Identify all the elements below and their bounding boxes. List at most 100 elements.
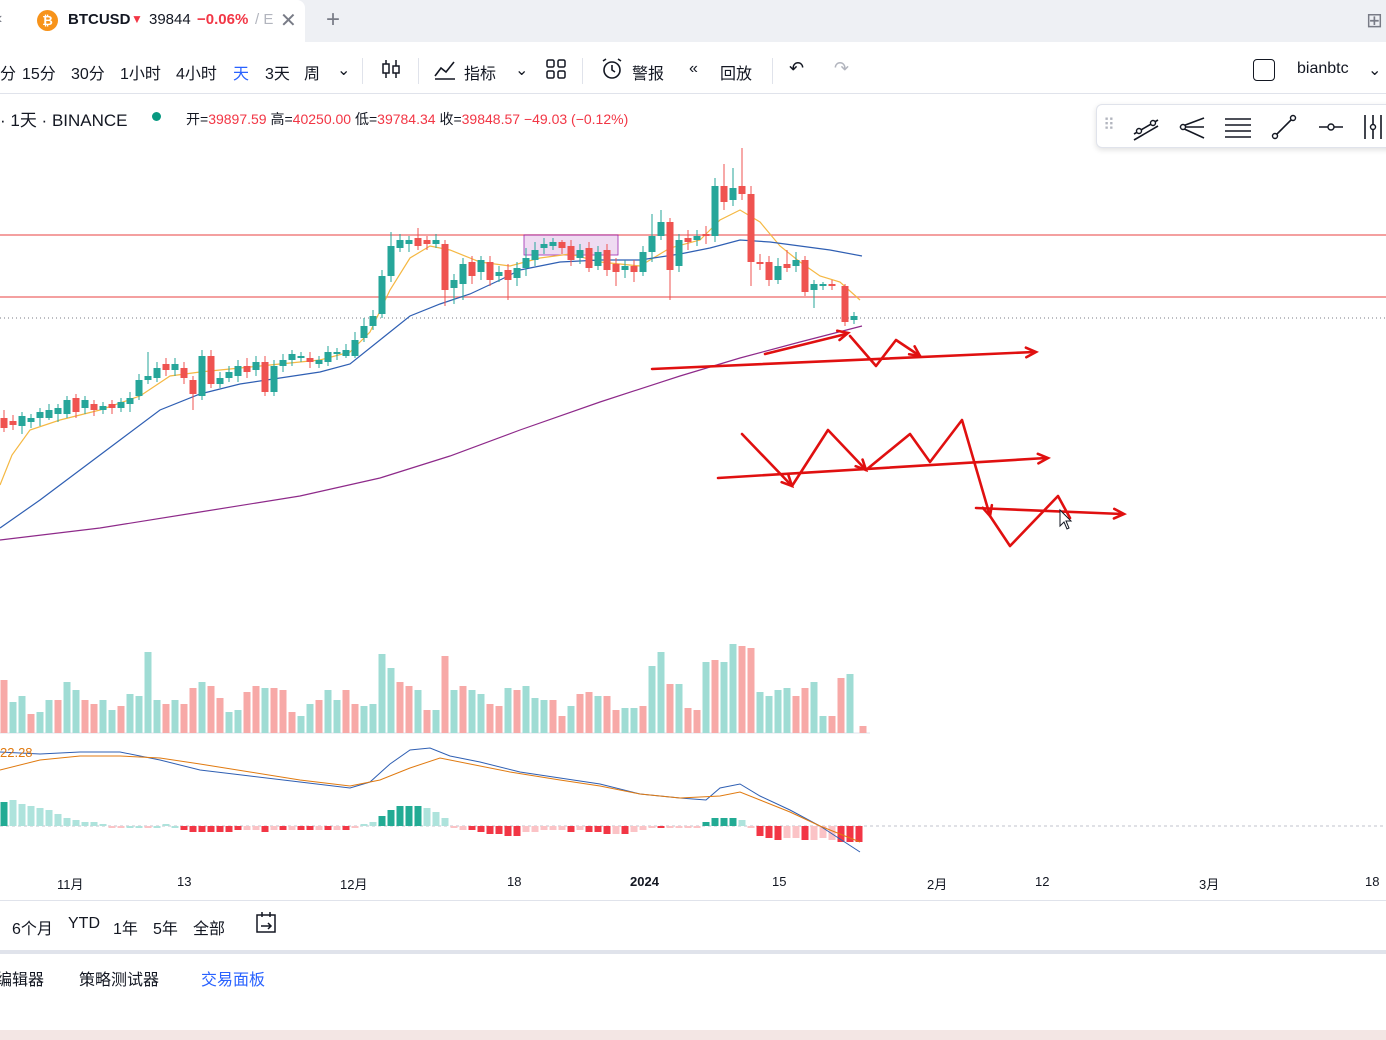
bitcoin-icon: ₿	[37, 10, 58, 31]
macd-histogram-bar	[225, 826, 233, 832]
volume-bar	[261, 688, 269, 733]
divider	[772, 58, 773, 84]
undo-icon[interactable]: ↶	[789, 58, 805, 78]
macd-histogram-bar	[576, 826, 584, 830]
fullscreen-icon[interactable]	[1253, 59, 1275, 81]
candle-up	[675, 240, 683, 266]
macd-histogram-bar	[810, 826, 818, 840]
chart-toolbar: 分 15分 30分 1小时 4小时 天 3天 周 ⌄ 指标 ⌄ 警报 « 回放 …	[0, 46, 1386, 94]
macd-histogram-bar	[747, 826, 755, 828]
low-label: 低=	[354, 111, 378, 127]
candles-chart-type-icon[interactable]	[380, 58, 402, 80]
layout-grid-icon[interactable]	[545, 58, 567, 80]
range-1y[interactable]: 1年	[113, 921, 138, 938]
macd-histogram-bar	[333, 826, 341, 830]
candle-up	[549, 242, 557, 246]
scroll-left-icon[interactable]: ‹	[0, 10, 2, 28]
volume-bar	[369, 704, 377, 733]
volume-bar	[504, 688, 512, 733]
interval-1d[interactable]: 天	[233, 66, 250, 83]
user-dropdown-icon[interactable]: ⌄	[1368, 62, 1382, 79]
macd-histogram-bar	[36, 808, 44, 826]
pitchfork-icon[interactable]	[1177, 112, 1207, 142]
candle-up	[621, 266, 629, 270]
volume-bar	[0, 680, 8, 733]
candle-down	[108, 404, 116, 408]
candle-up	[324, 352, 332, 362]
parallel-channel-icon[interactable]	[1131, 112, 1161, 142]
range-all[interactable]: 全部	[193, 921, 226, 938]
tab-pine-editor[interactable]: 编辑器	[0, 972, 45, 989]
candle-up	[792, 260, 800, 266]
volume-bar	[828, 716, 836, 733]
interval-4h[interactable]: 4小时	[176, 66, 217, 83]
volume-bar	[225, 712, 233, 733]
tab-symbol: BTCUSD	[68, 11, 131, 28]
arrow-head-icon	[907, 345, 923, 358]
indicators-button[interactable]: 指标	[464, 66, 497, 83]
macd-histogram-bar	[54, 814, 62, 826]
alerts-button[interactable]: 警报	[632, 66, 665, 83]
username[interactable]: bianbtc	[1297, 60, 1349, 77]
replay-icon[interactable]: «	[689, 60, 698, 77]
indicators-dropdown-icon[interactable]: ⌄	[515, 62, 529, 79]
interval-15m[interactable]: 15分	[22, 66, 56, 83]
candle-up	[459, 264, 467, 284]
candle-up	[252, 362, 260, 370]
candle-up	[711, 186, 719, 236]
indicators-icon[interactable]	[433, 58, 457, 80]
macd-histogram-bar	[540, 826, 548, 830]
volume-bar	[459, 686, 467, 733]
replay-button[interactable]: 回放	[720, 66, 753, 83]
drawing-toolbar: ⠿	[1096, 104, 1386, 148]
horizontal-ray-icon[interactable]	[1316, 112, 1346, 142]
range-6m[interactable]: 6个月	[12, 921, 53, 938]
macd-histogram-bar	[180, 826, 188, 830]
close-tab-icon[interactable]: ✕	[280, 10, 297, 32]
candle-up	[63, 400, 71, 414]
volume-bar	[594, 696, 602, 733]
volume-bar	[477, 694, 485, 733]
volume-bar	[531, 698, 539, 733]
candle-down	[423, 240, 431, 244]
volume-bar	[819, 716, 827, 733]
interval-dropdown-icon[interactable]: ⌄	[337, 62, 351, 79]
macd-histogram-bar	[612, 826, 620, 834]
interval-30m[interactable]: 30分	[71, 66, 105, 83]
tab-trading-panel[interactable]: 交易面板	[201, 972, 266, 989]
macd-histogram-bar	[0, 802, 8, 826]
volume-bar	[423, 710, 431, 733]
legend-title[interactable]: · 1天 · BINANCE	[0, 111, 128, 130]
fib-retracement-icon[interactable]	[1223, 112, 1253, 142]
goto-date-icon[interactable]	[254, 911, 280, 937]
volume-bar	[27, 714, 35, 733]
candle-down	[747, 194, 755, 262]
drag-handle-icon[interactable]: ⠿	[1103, 117, 1115, 134]
volume-bar	[801, 688, 809, 733]
symbol-tab[interactable]: ‹ ₿ BTCUSD ▼ 39844 −0.06% / E ✕	[0, 0, 305, 42]
trend-line-icon[interactable]	[1269, 112, 1299, 142]
macd-histogram-bar	[720, 818, 728, 826]
alert-clock-icon[interactable]	[600, 57, 624, 81]
range-ytd[interactable]: YTD	[68, 915, 100, 932]
volume-bar	[540, 700, 548, 733]
window-layout-icon[interactable]: ⊞	[1366, 10, 1383, 32]
vertical-lines-icon[interactable]	[1361, 112, 1385, 142]
new-tab-button[interactable]: +	[326, 6, 341, 33]
interval-min[interactable]: 分	[0, 66, 17, 83]
redo-icon[interactable]: ↷	[834, 58, 850, 78]
volume-bar	[207, 686, 215, 733]
interval-1w[interactable]: 周	[304, 66, 321, 83]
interval-1h[interactable]: 1小时	[120, 66, 161, 83]
range-5y[interactable]: 5年	[153, 921, 178, 938]
volume-bar	[693, 710, 701, 733]
candle-up	[234, 366, 242, 376]
candle-down	[189, 380, 197, 394]
macd-histogram-bar	[189, 826, 197, 832]
volume-bar	[486, 704, 494, 733]
interval-3d[interactable]: 3天	[265, 66, 290, 83]
tab-strategy-tester[interactable]: 策略测试器	[79, 972, 160, 989]
volume-bar	[72, 690, 80, 733]
volume-bar	[360, 706, 368, 733]
